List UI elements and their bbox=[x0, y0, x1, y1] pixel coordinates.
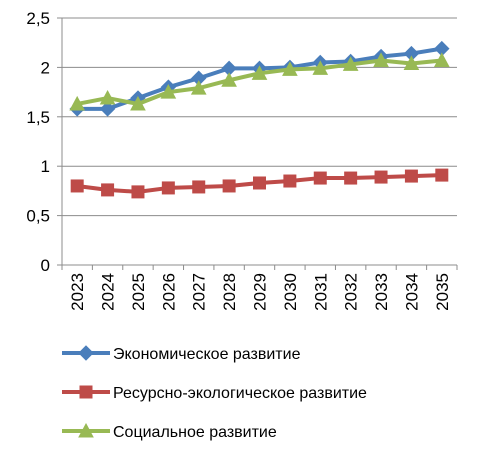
data-point-marker bbox=[69, 95, 86, 111]
data-point-marker bbox=[221, 72, 237, 87]
y-tick-label: 2 bbox=[41, 58, 50, 77]
x-tick-label: 2032 bbox=[342, 273, 361, 311]
data-point-marker bbox=[130, 95, 146, 111]
x-tick-labels: 2023 2024 2025 2026 2027 2028 2029 2030 2031 2032… bbox=[68, 273, 452, 311]
data-point-marker bbox=[251, 65, 268, 80]
y-tick-label: 1,5 bbox=[26, 108, 50, 127]
data-point-marker bbox=[433, 52, 450, 67]
legend-label: Социальное развитие bbox=[113, 424, 277, 441]
x-tick-label: 2030 bbox=[281, 273, 300, 311]
data-point-marker bbox=[373, 52, 389, 67]
data-point-marker bbox=[312, 60, 329, 75]
data-point-marker bbox=[404, 169, 418, 183]
data-point-marker bbox=[403, 55, 420, 70]
series-lines bbox=[69, 40, 450, 199]
data-point-marker bbox=[253, 176, 266, 190]
x-tick-label: 2035 bbox=[433, 273, 452, 311]
legend-marker bbox=[79, 385, 93, 399]
data-point-marker bbox=[101, 183, 115, 197]
y-tick-label: 0,5 bbox=[26, 207, 50, 226]
data-point-marker bbox=[192, 180, 206, 194]
data-point-marker bbox=[435, 168, 449, 182]
x-tick-label: 2033 bbox=[372, 273, 391, 311]
data-point-marker bbox=[313, 171, 327, 185]
legend-label: Ресурсно-экологическое развитие bbox=[113, 385, 367, 402]
legend-marker bbox=[78, 422, 94, 438]
x-tick-label: 2023 bbox=[68, 273, 87, 311]
data-point-marker bbox=[283, 174, 297, 188]
x-tick-label: 2034 bbox=[402, 273, 421, 311]
data-point-marker bbox=[131, 185, 145, 199]
x-tick-label: 2028 bbox=[220, 273, 239, 311]
data-point-marker bbox=[99, 101, 116, 117]
y-tick-label: 1 bbox=[41, 157, 50, 176]
data-point-marker bbox=[222, 179, 236, 193]
y-tick-label: 0 bbox=[41, 256, 50, 275]
x-tick-label: 2025 bbox=[129, 273, 148, 311]
data-point-marker bbox=[161, 181, 175, 195]
y-tick-labels: 0 0,5 1 1,5 2 2,5 bbox=[26, 9, 50, 275]
data-point-marker bbox=[342, 56, 359, 71]
legend-marker bbox=[78, 345, 94, 361]
data-point-marker bbox=[282, 61, 298, 76]
legend: Экономическое развитие Ресурсно-экологиче… bbox=[62, 345, 367, 441]
y-tick-label: 2,5 bbox=[26, 9, 50, 28]
data-point-marker bbox=[190, 80, 207, 95]
gridlines bbox=[62, 17, 457, 217]
x-tick-label: 2029 bbox=[251, 273, 270, 311]
x-tick-label: 2031 bbox=[311, 273, 330, 311]
legend-label: Экономическое развитие bbox=[113, 346, 301, 363]
data-point-marker bbox=[70, 179, 84, 193]
data-point-marker bbox=[160, 84, 177, 99]
x-tick-label: 2027 bbox=[190, 273, 209, 311]
data-point-marker bbox=[344, 171, 358, 185]
axes bbox=[57, 17, 458, 270]
data-point-marker bbox=[374, 170, 388, 184]
x-tick-label: 2024 bbox=[99, 273, 118, 311]
x-tick-label: 2026 bbox=[159, 273, 178, 311]
data-point-marker bbox=[99, 89, 116, 105]
